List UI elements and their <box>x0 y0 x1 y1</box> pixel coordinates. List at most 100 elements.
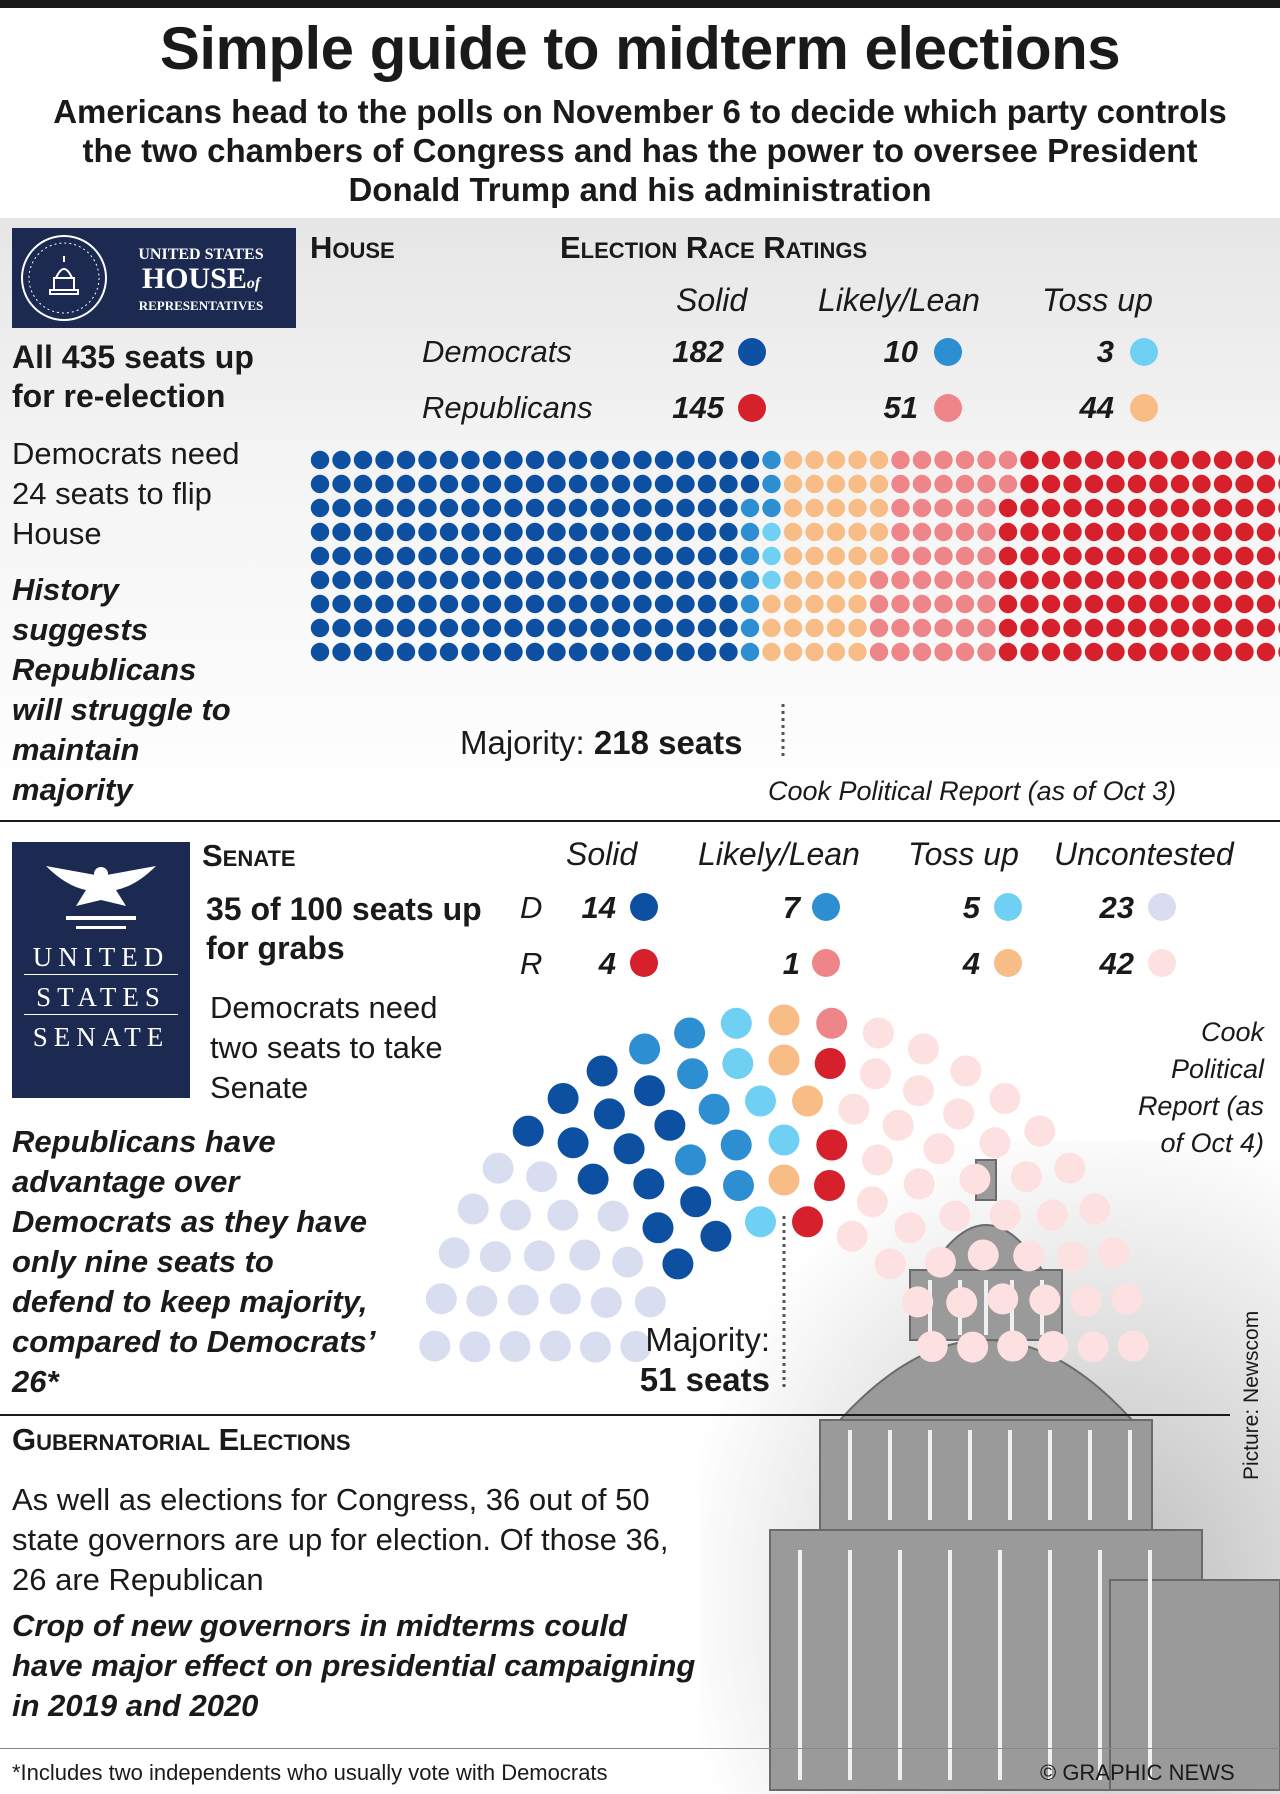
house-dot-rep-likely <box>977 570 996 590</box>
house-dot-dem-solid <box>310 546 330 566</box>
house-dot-rep-likely <box>955 642 975 662</box>
senate-dot-dem-tossup <box>768 1124 800 1156</box>
house-dot-rep-solid <box>1106 498 1125 518</box>
house-dot-dem-solid <box>633 498 652 518</box>
house-dot-rep-tossup <box>805 642 824 662</box>
house-dot-dem-solid <box>719 522 738 542</box>
house-dot-rep-solid <box>1192 570 1211 590</box>
senate-dot-dem-uncontested <box>569 1239 601 1271</box>
house-dot-rep-solid <box>1127 594 1147 614</box>
house-dot-dem-solid <box>504 498 523 518</box>
house-dot-rep-likely <box>977 450 996 470</box>
house-dot-rep-solid <box>1149 522 1168 542</box>
house-dot-dem-solid <box>590 594 609 614</box>
senate-dot-dem-uncontested <box>499 1331 531 1362</box>
house-dot-dem-solid <box>396 594 416 614</box>
house-dot-rep-solid <box>1256 570 1276 590</box>
house-dot-rep-solid <box>1127 570 1147 590</box>
house-dot-dem-tossup <box>762 522 781 542</box>
house-dot-dem-solid <box>568 450 588 470</box>
house-dot-rep-solid <box>1084 450 1104 470</box>
house-dot-dem-solid <box>353 498 373 518</box>
senate-r-uncontested-swatch <box>1148 949 1176 977</box>
house-dot-dem-solid <box>353 522 373 542</box>
eagle-icon <box>46 866 156 929</box>
house-dot-rep-tossup <box>805 618 824 638</box>
senate-dot-rep-solid <box>814 1170 845 1201</box>
house-dot-dem-solid <box>482 450 502 470</box>
house-dot-dem-solid <box>697 594 717 614</box>
house-dot-dem-solid <box>697 498 717 518</box>
house-dot-dem-solid <box>396 570 416 590</box>
house-dot-rep-solid <box>1020 618 1039 638</box>
senate-dot-rep-tossup <box>768 1044 800 1076</box>
senate-dot-dem-solid <box>654 1109 686 1141</box>
senate-dot-dem-solid <box>547 1083 579 1114</box>
house-dot-dem-solid <box>418 522 437 542</box>
house-dot-dem-solid <box>375 498 394 518</box>
house-dot-rep-solid <box>1235 570 1254 590</box>
house-dot-dem-solid <box>461 522 480 542</box>
house-dot-rep-solid <box>1041 618 1061 638</box>
house-dot-rep-likely <box>977 474 996 494</box>
house-dot-rep-solid <box>1063 546 1082 566</box>
house-dot-rep-solid <box>1192 594 1211 614</box>
senate-dot-dem-solid <box>613 1133 645 1165</box>
house-dot-rep-tossup <box>783 522 803 542</box>
house-dot-dem-solid <box>396 450 416 470</box>
house-dem-solid-swatch <box>738 338 766 366</box>
house-dot-rep-tossup <box>783 642 803 662</box>
house-dot-dem-solid <box>697 546 717 566</box>
senate-d-solid-swatch <box>630 893 658 921</box>
senate-dot-rep-uncontested <box>957 1331 989 1363</box>
house-dot-dem-solid <box>568 546 588 566</box>
house-dot-rep-solid <box>1256 498 1276 518</box>
house-dot-dem-solid <box>439 618 459 638</box>
house-dot-rep-solid <box>1256 474 1276 494</box>
senate-dot-rep-uncontested <box>838 1093 870 1125</box>
house-dot-dem-solid <box>461 642 480 662</box>
house-dot-dem-solid <box>525 498 545 518</box>
house-dot-rep-solid <box>1063 618 1082 638</box>
house-dot-dem-solid <box>525 642 545 662</box>
house-dot-rep-tossup <box>805 546 824 566</box>
house-dot-dem-solid <box>439 498 459 518</box>
house-dot-rep-solid <box>1020 594 1039 614</box>
senate-dot-rep-uncontested <box>923 1133 955 1165</box>
house-dot-dem-solid <box>418 474 437 494</box>
house-dot-dem-solid <box>396 474 416 494</box>
house-dot-rep-solid <box>1041 642 1061 662</box>
house-dot-rep-tossup <box>848 522 867 542</box>
senate-d-tossup-swatch <box>994 893 1022 921</box>
senate-dot-dem-likely <box>629 1033 661 1065</box>
senate-d-uncontested-value: 23 <box>1099 890 1134 925</box>
house-dot-dem-solid <box>310 642 330 662</box>
house-dot-rep-solid <box>1127 642 1147 662</box>
house-dot-dem-solid <box>740 474 760 494</box>
house-dot-dem-solid <box>439 450 459 470</box>
house-dot-dem-solid <box>332 498 351 518</box>
footer-divider <box>0 1748 1280 1749</box>
house-dot-dem-likely <box>740 618 760 638</box>
house-dot-dem-solid <box>547 546 566 566</box>
house-dot-rep-solid <box>1170 450 1190 470</box>
senate-dot-rep-uncontested <box>967 1239 999 1271</box>
house-dot-rep-tossup <box>805 522 824 542</box>
house-dot-dem-solid <box>504 642 523 662</box>
house-dot-rep-solid <box>1192 642 1211 662</box>
senate-dot-dem-uncontested <box>438 1237 470 1269</box>
house-dot-dem-solid <box>611 594 631 614</box>
house-dot-dem-likely <box>740 594 760 614</box>
house-dot-dem-solid <box>310 474 330 494</box>
senate-majority-value: 51 seats <box>639 1361 770 1398</box>
house-dot-dem-solid <box>697 642 717 662</box>
senate-logo-line1: UNITED <box>32 942 170 972</box>
senate-dot-dem-uncontested <box>459 1331 491 1363</box>
house-dot-rep-solid <box>1192 498 1211 518</box>
senate-dot-rep-uncontested <box>903 1075 934 1107</box>
house-dot-rep-solid <box>1235 594 1254 614</box>
senate-dot-dem-likely <box>720 1129 752 1161</box>
house-dot-rep-solid <box>1084 618 1104 638</box>
senate-dot-rep-uncontested <box>959 1163 991 1195</box>
